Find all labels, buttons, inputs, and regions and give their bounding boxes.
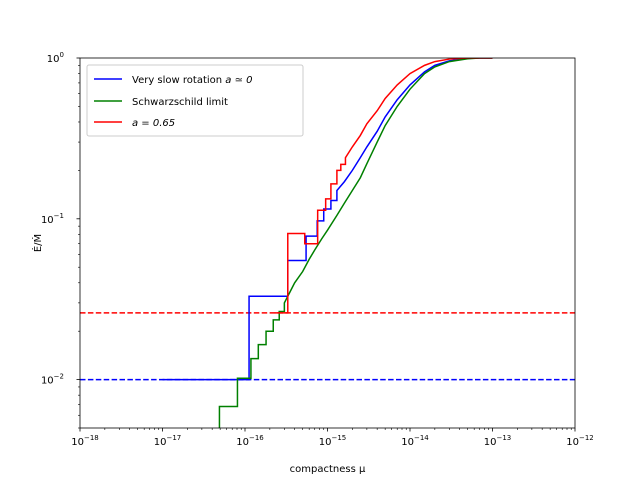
x-tick-label: 10−15	[319, 434, 347, 448]
legend-math: a ≃ 0	[225, 75, 252, 86]
series-line-2	[274, 58, 493, 314]
reference-lines	[80, 312, 575, 381]
series-line-0	[162, 58, 493, 381]
x-tick-label: 10−18	[71, 434, 99, 448]
y-axis-label: Ė/Ṁ	[31, 234, 44, 252]
axis-ticks: 10−18 10−17 10−16 10−15 10−14 10−13 10−12 10−2 1…	[41, 51, 594, 448]
x-axis-label: compactness μ	[290, 464, 366, 475]
x-tick-label: 10−17	[154, 434, 182, 448]
y-tick-label: 10−1	[41, 212, 64, 226]
legend-label-a-065: a = 0.65	[132, 118, 175, 129]
legend-label-very-slow-rotation: Very slow rotation a ≃ 0	[132, 75, 253, 86]
series-line-1	[218, 58, 493, 428]
legend-box	[86, 64, 304, 137]
legend-label-schwarzschild: Schwarzschild limit	[132, 97, 228, 108]
legend-text: Very slow rotation	[132, 75, 225, 86]
x-tick-label: 10−16	[236, 434, 264, 448]
legend: Very slow rotation a ≃ 0 Schwarzschild l…	[86, 64, 304, 137]
series-layer	[162, 58, 493, 428]
y-tick-label: 10−2	[41, 373, 64, 387]
x-tick-label: 10−13	[484, 434, 512, 448]
x-tick-label: 10−14	[401, 434, 429, 448]
x-tick-label: 10−12	[566, 434, 594, 448]
y-tick-label: 100	[47, 51, 64, 65]
